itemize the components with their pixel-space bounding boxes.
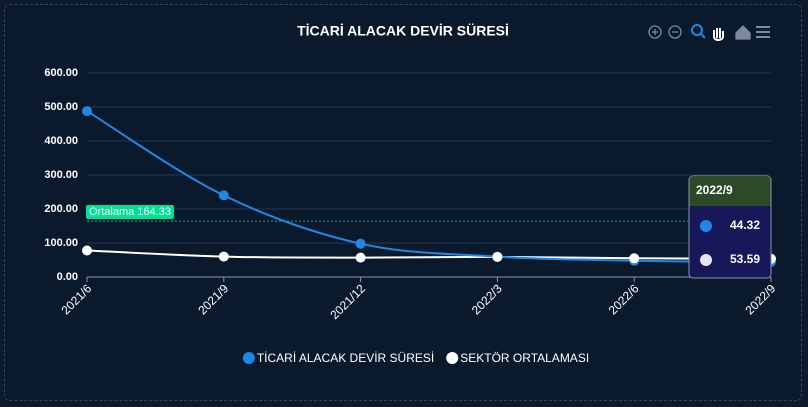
data-point <box>218 251 229 262</box>
annotation-label: Ortalama 164.33 <box>89 206 171 218</box>
y-tick-label: 0.00 <box>57 271 78 283</box>
series-line <box>86 110 772 263</box>
data-point <box>629 253 640 264</box>
chart-title: TİCARİ ALACAK DEVİR SÜRESİ <box>297 23 509 39</box>
toolbar[interactable] <box>648 24 770 41</box>
x-tick-label: 2021/12 <box>327 281 368 322</box>
tooltip-marker <box>700 220 712 232</box>
tooltip-value: 53.59 <box>730 252 760 266</box>
series-line <box>86 249 772 260</box>
reset[interactable] <box>735 25 751 40</box>
legend-label: SEKTÖR ORTALAMASI <box>460 351 589 365</box>
data-point <box>492 251 503 262</box>
legend-marker <box>446 352 459 364</box>
x-tick-label: 2021/9 <box>195 281 231 317</box>
annotation-box <box>86 205 174 220</box>
y-tick-label: 300.00 <box>44 169 78 181</box>
y-tick-label: 400.00 <box>44 135 78 147</box>
x-tick-label: 2022/3 <box>469 281 505 317</box>
y-tick-label: 200.00 <box>44 203 78 215</box>
data-point <box>355 238 366 249</box>
y-tick-label: 500.00 <box>44 101 78 113</box>
chart-card <box>4 4 802 401</box>
tooltip-header <box>689 176 771 206</box>
zoom-in[interactable] <box>648 25 662 39</box>
data-point <box>355 252 366 263</box>
tooltip-marker <box>700 254 712 266</box>
legend: TİCARİ ALACAK DEVİR SÜRESİ SEKTÖR ORTALAM… <box>242 351 589 365</box>
tooltip-value: 44.32 <box>730 218 760 232</box>
x-tick-label: 2022/9 <box>743 281 779 317</box>
data-point <box>82 245 92 256</box>
data-point <box>82 106 92 117</box>
tooltip: 2022/9 44.32 53.59 <box>688 175 772 279</box>
x-tick-label: 2022/6 <box>606 281 642 317</box>
pan[interactable] <box>713 28 724 41</box>
x-tick-label: 2021/6 <box>59 281 95 317</box>
y-tick-label: 600.00 <box>44 67 78 79</box>
zoom-out[interactable] <box>668 25 682 39</box>
y-tick-label: 100.00 <box>44 237 78 249</box>
tooltip-title: 2022/9 <box>696 183 733 197</box>
zoom[interactable] <box>691 24 703 36</box>
menu[interactable] <box>756 26 770 38</box>
legend-marker <box>242 352 255 364</box>
data-point <box>218 190 229 201</box>
legend-label: TİCARİ ALACAK DEVİR SÜRESİ <box>257 351 434 365</box>
